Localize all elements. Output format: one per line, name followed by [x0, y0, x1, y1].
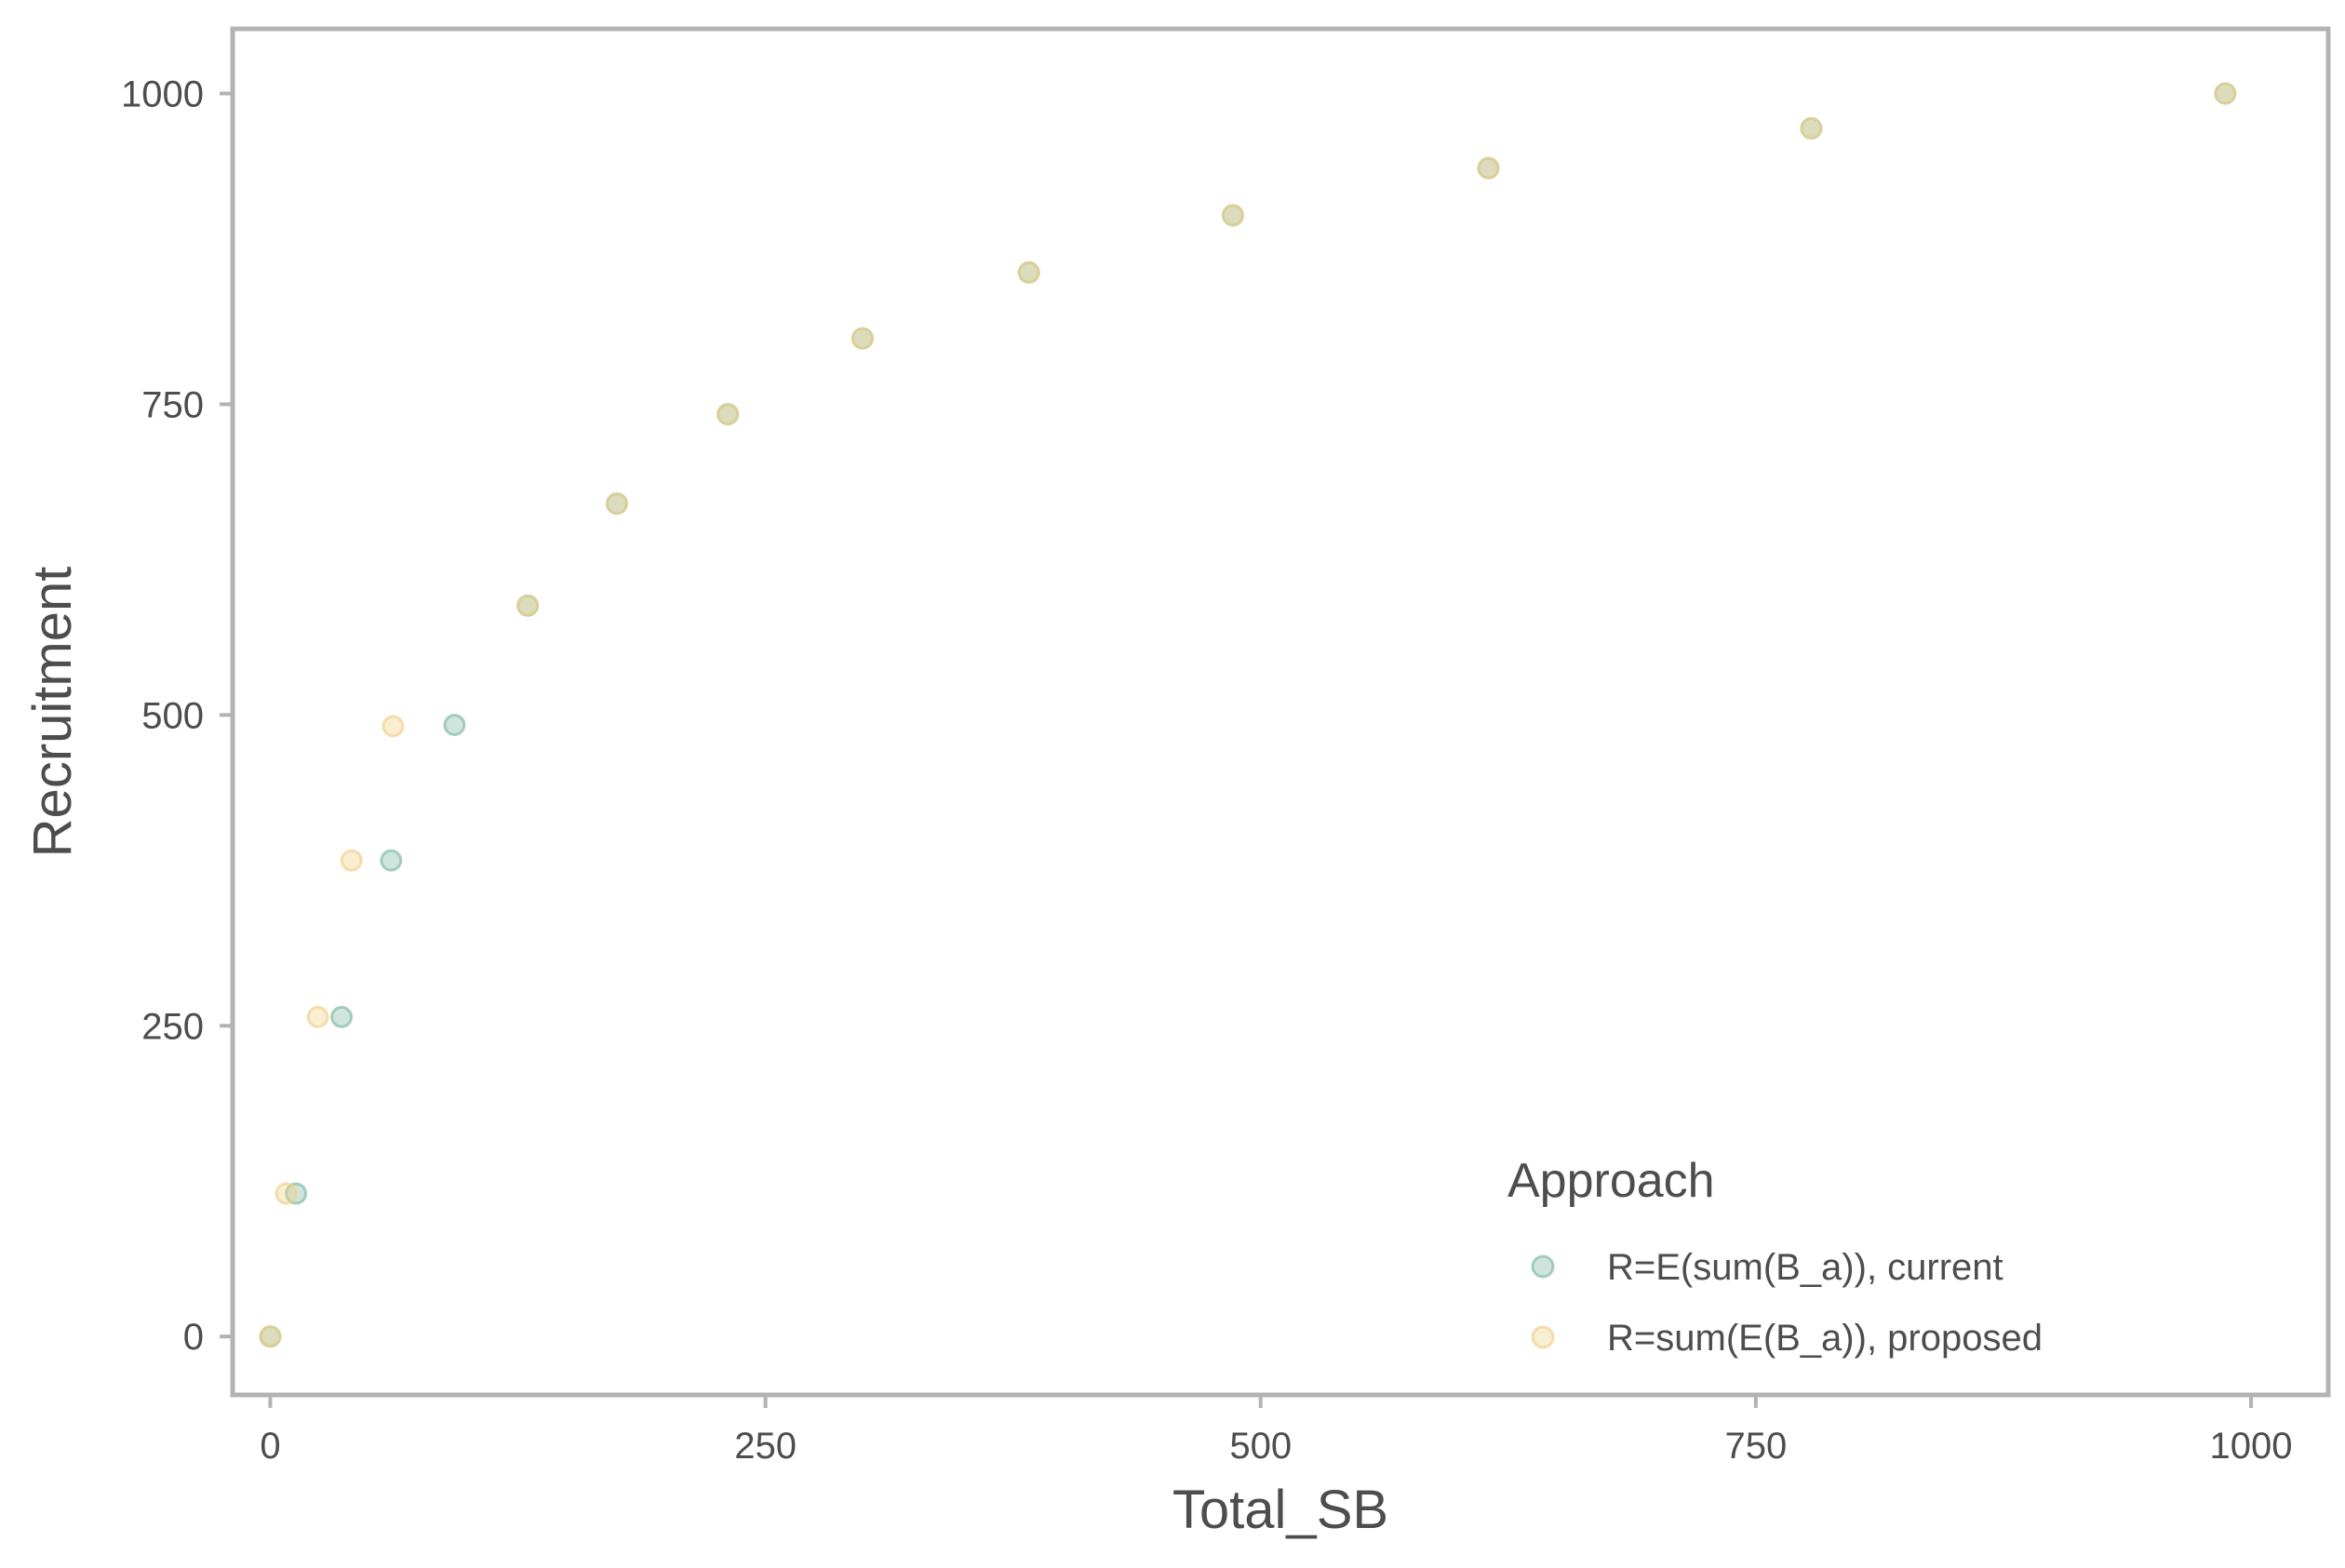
- data-point-series-2: [275, 1182, 298, 1205]
- legend-title: Approach: [1508, 1154, 1715, 1208]
- data-point-series-2: [340, 849, 363, 872]
- data-point-series-2: [516, 594, 540, 617]
- data-point-series-2: [259, 1325, 282, 1348]
- data-point-series-2: [851, 327, 874, 350]
- data-point-series-2: [2214, 82, 2237, 105]
- data-point-series-2: [1221, 204, 1244, 227]
- y-tick-label: 1000: [121, 74, 204, 114]
- data-point-series-2: [605, 492, 628, 516]
- legend-item-proposed: R=sum(E(B_a)), proposed: [1531, 1318, 2043, 1359]
- legend-item-current: R=E(sum(B_a)), current: [1531, 1247, 2003, 1288]
- y-tick-label: 500: [141, 695, 204, 736]
- data-point-series-1: [330, 1005, 354, 1028]
- y-tick-label: 250: [141, 1006, 204, 1047]
- x-tick-label: 750: [1724, 1426, 1787, 1467]
- legend-label-current: R=E(sum(B_a)), current: [1607, 1247, 2003, 1288]
- data-point-series-2: [1800, 116, 1823, 140]
- x-tick-label: 0: [260, 1426, 280, 1467]
- legend-key-proposed: [1531, 1325, 1555, 1349]
- plot-panel-border: [230, 26, 2331, 1398]
- x-tick-label: 500: [1229, 1426, 1292, 1467]
- legend: Approach R=E(sum(B_a)), current R=sum(E(…: [1508, 1154, 2043, 1359]
- data-point-series-2: [1477, 156, 1500, 180]
- legend-label-proposed: R=sum(E(B_a)), proposed: [1607, 1318, 2043, 1359]
- points-layer: [259, 82, 2237, 1348]
- legend-key-current: [1531, 1254, 1555, 1279]
- data-point-series-2: [1017, 261, 1040, 284]
- data-point-series-1: [380, 849, 403, 872]
- data-point-series-2: [382, 715, 405, 738]
- y-axis-title: Recruitment: [22, 567, 83, 858]
- x-axis-title: Total_SB: [1172, 1480, 1388, 1540]
- x-tick-label: 1000: [2209, 1426, 2292, 1467]
- y-tick-label: 750: [141, 384, 204, 425]
- data-point-series-2: [306, 1005, 329, 1028]
- y-tick-label: 0: [183, 1317, 204, 1358]
- axes-layer: 0 250 500 750 1000 0 250 500 750 1000: [121, 74, 2292, 1467]
- data-point-series-2: [717, 403, 740, 426]
- x-tick-label: 250: [734, 1426, 797, 1467]
- data-point-series-1: [443, 714, 466, 737]
